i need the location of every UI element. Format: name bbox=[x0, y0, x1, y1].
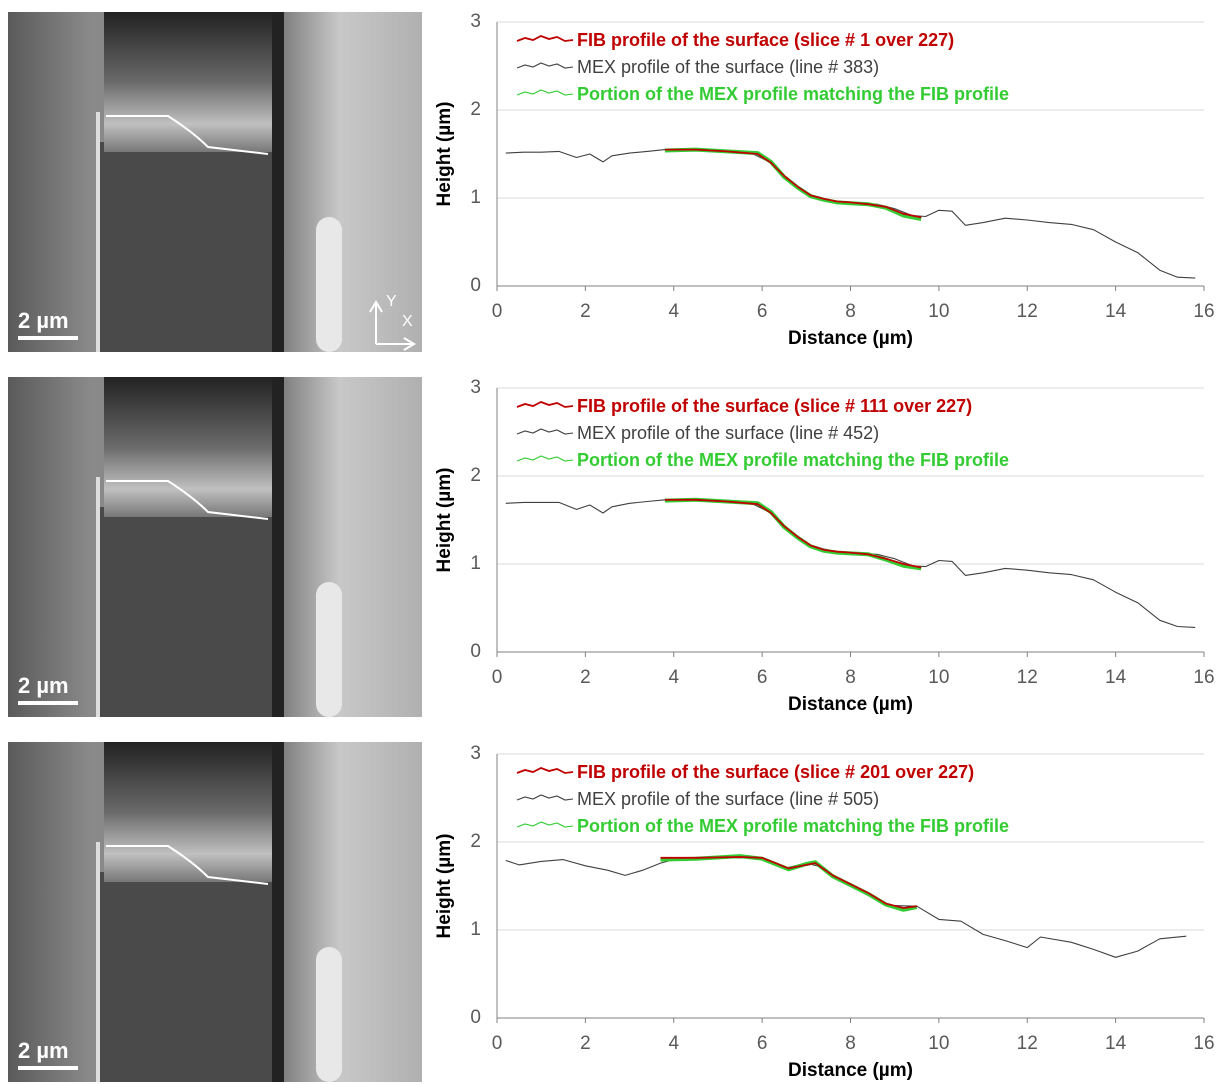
left-wall bbox=[96, 842, 100, 1082]
micrograph: 2 µm bbox=[8, 377, 422, 717]
x-axis-label: Distance (µm) bbox=[788, 328, 913, 349]
x-tick-label: 16 bbox=[1193, 667, 1214, 688]
legend-symbol bbox=[516, 401, 574, 408]
series-line bbox=[664, 498, 922, 569]
legend-label: MEX profile of the surface (line # 452) bbox=[577, 423, 879, 443]
legend-label: MEX profile of the surface (line # 505) bbox=[577, 789, 879, 809]
y-tick-label: 2 bbox=[470, 465, 481, 486]
x-tick-label: 4 bbox=[668, 1033, 679, 1054]
x-tick-label: 6 bbox=[757, 1033, 768, 1054]
cap-layer bbox=[104, 377, 274, 517]
x-tick-label: 8 bbox=[845, 1033, 856, 1054]
pillar bbox=[316, 947, 342, 1082]
legend-symbol bbox=[516, 767, 574, 774]
y-tick-label: 2 bbox=[470, 99, 481, 120]
x-tick-label: 2 bbox=[580, 667, 591, 688]
legend-symbol bbox=[516, 35, 574, 42]
legend-label: MEX profile of the surface (line # 383) bbox=[577, 57, 879, 77]
y-tick-label: 1 bbox=[470, 187, 481, 208]
x-tick-label: 14 bbox=[1105, 301, 1127, 322]
series-line bbox=[505, 857, 1187, 958]
series-line bbox=[660, 854, 918, 912]
scale-label: 2 µm bbox=[18, 673, 69, 698]
x-tick-label: 4 bbox=[668, 667, 679, 688]
trench-wall bbox=[272, 377, 284, 717]
surface-edge bbox=[106, 480, 269, 520]
y-axis-label: Height (µm) bbox=[434, 468, 455, 573]
x-tick-label: 4 bbox=[668, 301, 679, 322]
y-tick-label: 1 bbox=[470, 553, 481, 574]
cap-layer bbox=[104, 12, 274, 152]
left-wall bbox=[96, 477, 100, 717]
series-line bbox=[505, 149, 1196, 279]
x-tick-label: 14 bbox=[1105, 667, 1127, 688]
legend-label: Portion of the MEX profile matching the … bbox=[577, 816, 1009, 836]
cross-section bbox=[98, 507, 274, 717]
x-tick-label: 8 bbox=[845, 301, 856, 322]
legend-label: FIB profile of the surface (slice # 111 … bbox=[577, 396, 972, 416]
axis-label-x: X bbox=[402, 313, 413, 330]
axis-label-y: Y bbox=[386, 293, 397, 310]
x-axis-label: Distance (µm) bbox=[788, 694, 913, 715]
series-line bbox=[664, 147, 922, 222]
cross-section bbox=[98, 872, 274, 1082]
scale-label: 2 µm bbox=[18, 308, 69, 333]
x-tick-label: 0 bbox=[492, 667, 503, 688]
y-tick-label: 0 bbox=[470, 641, 481, 662]
legend-label: FIB profile of the surface (slice # 1 ov… bbox=[577, 30, 954, 50]
y-axis-label: Height (µm) bbox=[434, 834, 455, 939]
series-line bbox=[660, 856, 917, 909]
pillar bbox=[316, 582, 342, 717]
x-tick-label: 12 bbox=[1017, 1033, 1038, 1054]
surface-edge bbox=[106, 845, 269, 885]
x-tick-label: 6 bbox=[757, 301, 768, 322]
x-tick-label: 14 bbox=[1105, 1033, 1127, 1054]
micrograph: 2 µm bbox=[8, 742, 422, 1082]
trench-wall bbox=[272, 742, 284, 1082]
x-tick-label: 10 bbox=[928, 301, 949, 322]
y-tick-label: 3 bbox=[470, 743, 481, 764]
x-tick-label: 16 bbox=[1193, 301, 1214, 322]
legend-symbol bbox=[516, 89, 574, 96]
micrograph: 2 µm YX bbox=[8, 12, 422, 352]
y-tick-label: 0 bbox=[470, 1007, 481, 1028]
legend-label: Portion of the MEX profile matching the … bbox=[577, 450, 1009, 470]
cross-section bbox=[98, 142, 274, 352]
x-tick-label: 2 bbox=[580, 301, 591, 322]
trench-wall bbox=[272, 12, 284, 352]
y-tick-label: 2 bbox=[470, 831, 481, 852]
legend-label: Portion of the MEX profile matching the … bbox=[577, 84, 1009, 104]
legend-symbol bbox=[516, 62, 574, 69]
legend-symbol bbox=[516, 455, 574, 462]
left-wall bbox=[96, 112, 100, 352]
legend-label: FIB profile of the surface (slice # 201 … bbox=[577, 762, 974, 782]
y-tick-label: 1 bbox=[470, 919, 481, 940]
x-tick-label: 6 bbox=[757, 667, 768, 688]
series-line bbox=[664, 148, 922, 219]
surface-edge bbox=[106, 115, 269, 155]
y-tick-label: 0 bbox=[470, 275, 481, 296]
x-tick-label: 0 bbox=[492, 301, 503, 322]
x-tick-label: 10 bbox=[928, 667, 949, 688]
x-tick-label: 16 bbox=[1193, 1033, 1214, 1054]
pillar bbox=[316, 217, 342, 352]
x-tick-label: 10 bbox=[928, 1033, 949, 1054]
axis-arrows bbox=[369, 300, 416, 351]
x-axis-label: Distance (µm) bbox=[788, 1060, 913, 1081]
legend-symbol bbox=[516, 428, 574, 435]
cap-layer bbox=[104, 742, 274, 882]
legend-symbol bbox=[516, 794, 574, 801]
x-tick-label: 8 bbox=[845, 667, 856, 688]
x-tick-label: 2 bbox=[580, 1033, 591, 1054]
x-tick-label: 0 bbox=[492, 1033, 503, 1054]
x-tick-label: 12 bbox=[1017, 301, 1038, 322]
y-axis-label: Height (µm) bbox=[434, 102, 455, 207]
y-tick-label: 3 bbox=[470, 11, 481, 32]
legend-symbol bbox=[516, 821, 574, 828]
scale-label: 2 µm bbox=[18, 1038, 69, 1063]
y-tick-label: 3 bbox=[470, 377, 481, 398]
x-tick-label: 12 bbox=[1017, 667, 1038, 688]
